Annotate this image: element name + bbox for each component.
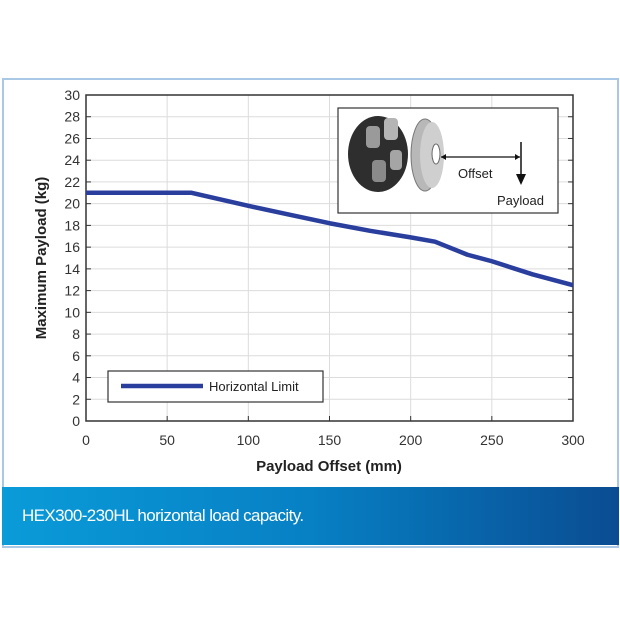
- legend-label: Horizontal Limit: [209, 379, 299, 394]
- hexapod-icon: [348, 116, 444, 192]
- x-tick-label: 300: [561, 432, 585, 448]
- y-tick-label: 30: [64, 87, 80, 103]
- x-tick-label: 0: [82, 432, 90, 448]
- y-tick-label: 22: [64, 174, 80, 190]
- y-tick-label: 14: [64, 261, 80, 277]
- inset-payload-label: Payload: [497, 193, 544, 208]
- y-tick-label: 6: [72, 348, 80, 364]
- y-axis-label: Maximum Payload (kg): [33, 177, 50, 340]
- caption-bar: HEX300-230HL horizontal load capacity.: [2, 487, 619, 545]
- y-tick-label: 12: [64, 283, 80, 299]
- x-tick-label: 50: [159, 432, 175, 448]
- plot-area-border: [85, 94, 574, 422]
- caption-text: HEX300-230HL horizontal load capacity.: [22, 506, 304, 525]
- y-tick-label: 2: [72, 391, 80, 407]
- y-tick-label: 20: [64, 196, 80, 212]
- x-tick-label: 200: [399, 432, 423, 448]
- series-line-horizontal-limit: [86, 190, 574, 288]
- y-tick-label: 24: [64, 152, 80, 168]
- y-tick-label: 10: [64, 304, 80, 320]
- y-tick-label: 4: [72, 370, 80, 386]
- x-tick-label: 250: [480, 432, 504, 448]
- y-tick-label: 0: [72, 413, 80, 429]
- y-tick-label: 8: [72, 326, 80, 342]
- x-tick-label: 100: [237, 432, 261, 448]
- inset-image: Offset Payload: [337, 107, 559, 214]
- tick-labels: 0 50 100 150 200 250 3000246810121416182022242…: [64, 87, 584, 448]
- y-tick-label: 18: [64, 217, 80, 233]
- legend: Horizontal Limit: [107, 370, 324, 403]
- y-tick-label: 28: [64, 109, 80, 125]
- x-axis-label: Payload Offset (mm): [256, 458, 402, 475]
- inset-offset-label: Offset: [458, 166, 493, 181]
- y-tick-label: 16: [64, 239, 80, 255]
- y-tick-label: 26: [64, 130, 80, 146]
- x-tick-label: 150: [318, 432, 342, 448]
